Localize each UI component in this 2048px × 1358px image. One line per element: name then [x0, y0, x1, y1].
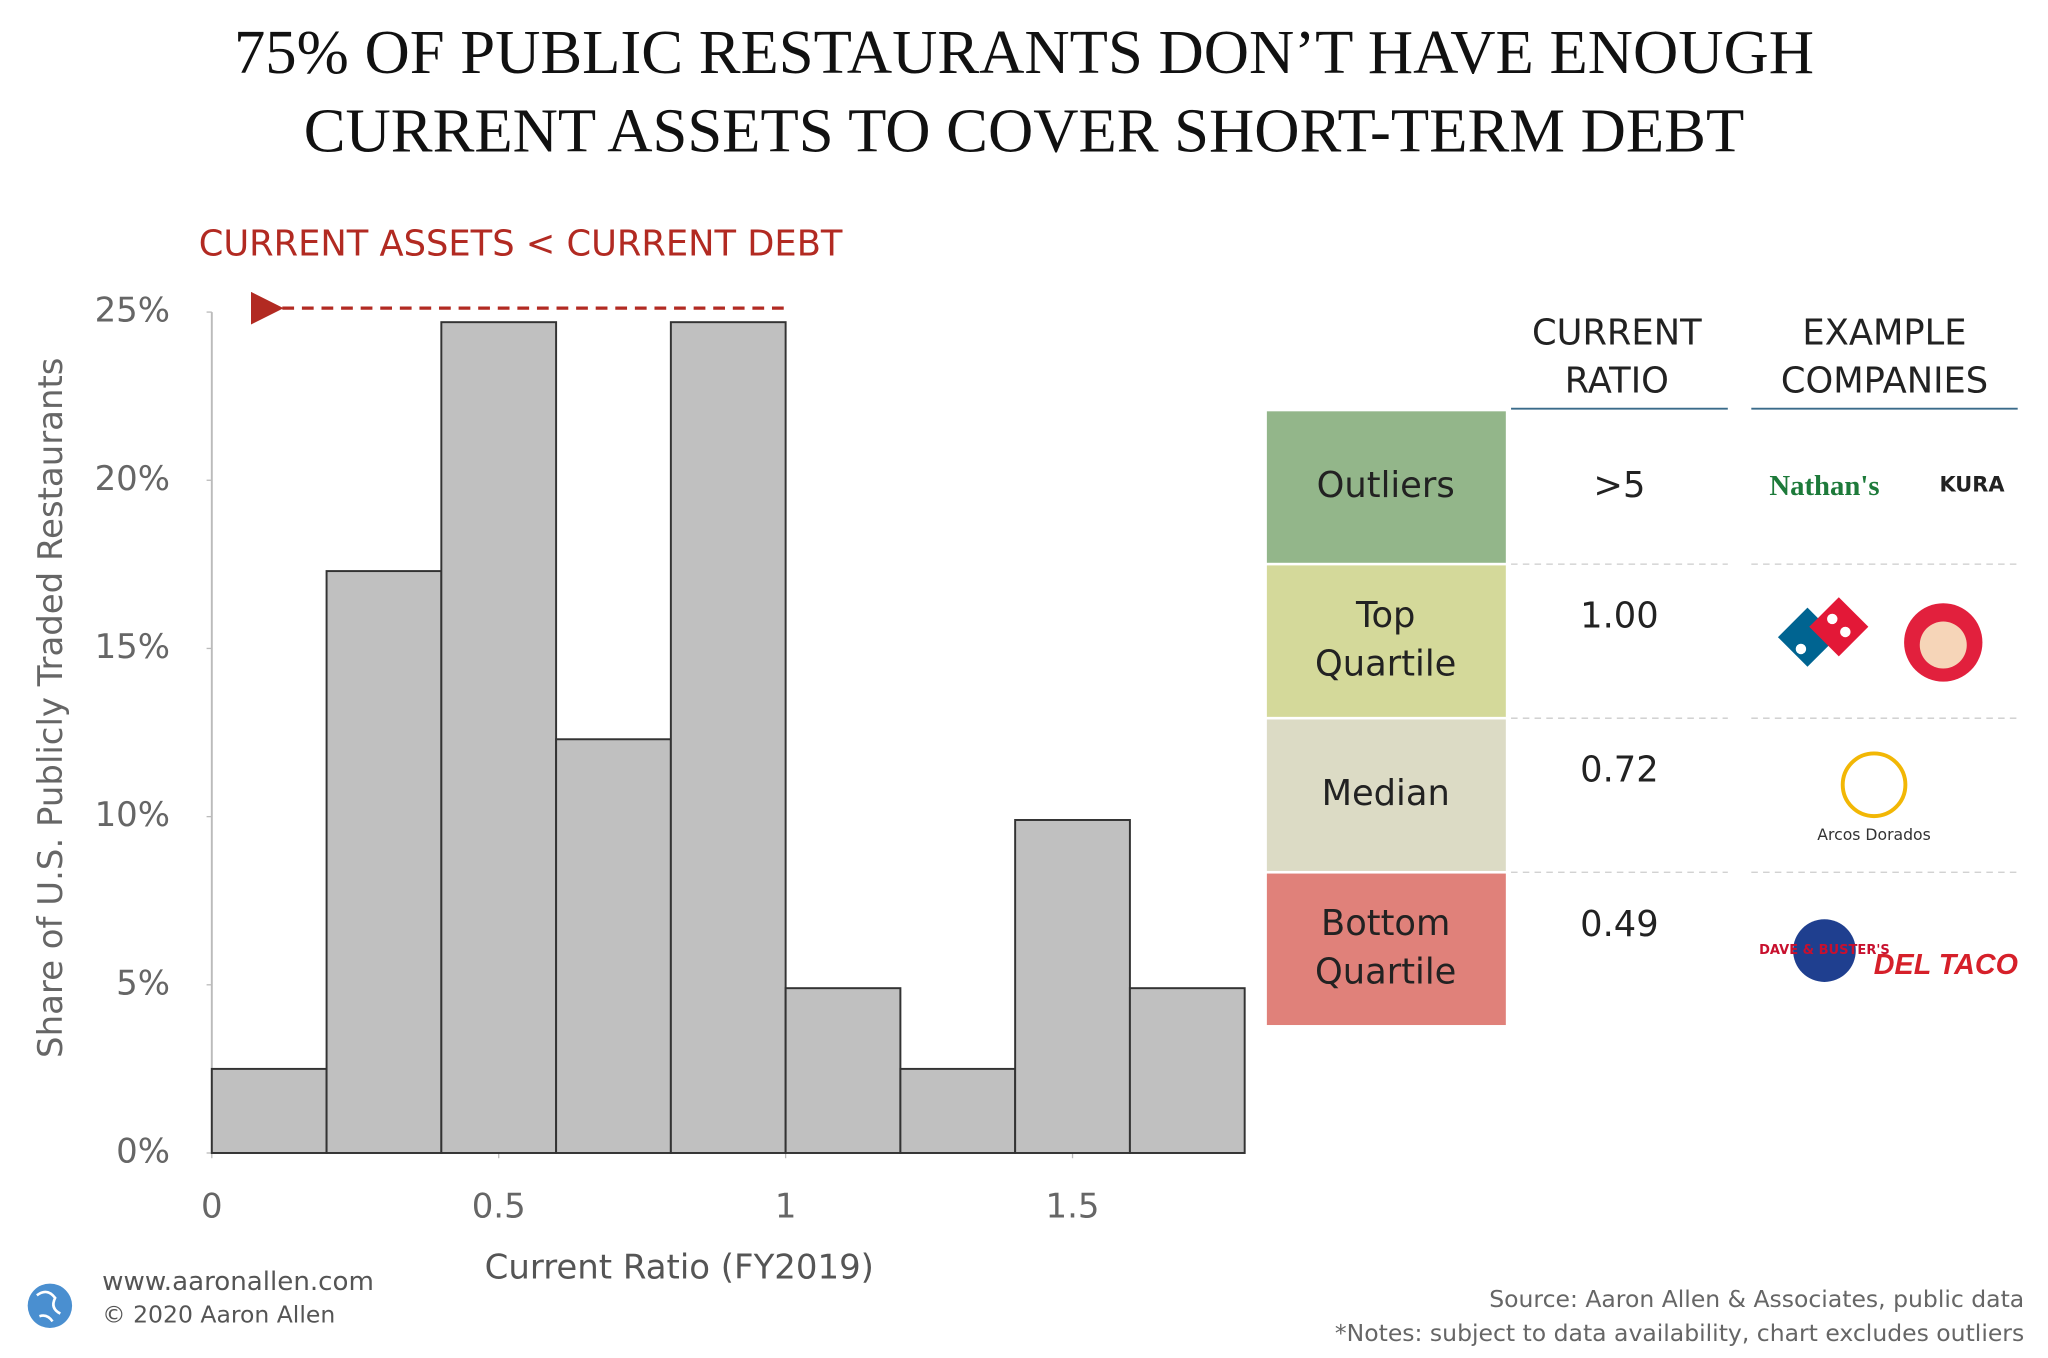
bar — [440, 321, 558, 1154]
tier-label: Outliers — [1317, 465, 1455, 506]
tier-cell — [1266, 565, 1506, 717]
chart-title: 75% OF PUBLIC RESTAURANTS DON’T HAVE ENO… — [234, 17, 1814, 87]
bar — [325, 570, 443, 1154]
bar — [784, 987, 902, 1154]
table-header: COMPANIES — [1781, 361, 1988, 402]
company-logo: KURA — [1939, 473, 2005, 497]
table-header: CURRENT — [1532, 312, 1702, 353]
y-tick-label: 10% — [95, 795, 170, 835]
bar — [210, 1067, 328, 1154]
table-header: EXAMPLE — [1802, 312, 1966, 353]
bar — [899, 1067, 1017, 1154]
arcos-logo — [1840, 751, 1908, 819]
y-tick-label: 20% — [95, 459, 170, 499]
notes: *Notes: subject to data availability, ch… — [1335, 1319, 2024, 1347]
y-axis-label: Share of U.S. Publicly Traded Restaurant… — [31, 358, 71, 1058]
source: Source: Aaron Allen & Associates, public… — [1489, 1285, 2024, 1313]
x-tick-label: 0 — [201, 1186, 223, 1226]
tier-label: Median — [1322, 773, 1450, 814]
copyright: © 2020 Aaron Allen — [102, 1301, 335, 1329]
company-logo: DEL TACO — [1874, 949, 2018, 981]
tier-label: Quartile — [1315, 643, 1456, 684]
dominos-logo — [1777, 597, 1869, 667]
y-tick-label: 15% — [95, 627, 170, 667]
annotation: CURRENT ASSETS < CURRENT DEBT — [199, 223, 843, 264]
dave-logo — [1793, 919, 1856, 982]
ratio-label: >5 — [1593, 465, 1645, 506]
x-tick-label: 1.5 — [1046, 1186, 1100, 1226]
ratio-label: 1.00 — [1580, 596, 1659, 637]
y-tick-label: 0% — [116, 1131, 170, 1171]
website: www.aaronallen.com — [102, 1267, 374, 1297]
tier-cell — [1266, 411, 1506, 563]
y-tick-label: 25% — [95, 291, 170, 331]
x-axis-label: Current Ratio (FY2019) — [485, 1248, 874, 1288]
company-logo: Nathan's — [1769, 470, 1879, 502]
tier-label: Bottom — [1321, 903, 1450, 944]
chart-title: CURRENT ASSETS TO COVER SHORT-TERM DEBT — [304, 95, 1744, 165]
ratio-label: 0.72 — [1580, 750, 1659, 791]
bar — [555, 738, 672, 1154]
bar — [1014, 819, 1131, 1154]
ratio-label: 0.49 — [1580, 904, 1659, 945]
tier-label: Top — [1355, 595, 1415, 636]
tier-cell — [1266, 719, 1506, 871]
bar — [669, 321, 787, 1154]
x-tick-label: 0.5 — [472, 1186, 526, 1226]
bar — [1128, 987, 1246, 1154]
tier-cell — [1266, 873, 1506, 1026]
wendys-logo — [1904, 603, 1983, 682]
tier-label: Quartile — [1315, 951, 1456, 992]
globe-icon — [27, 1283, 73, 1328]
table-header: RATIO — [1565, 361, 1669, 402]
company-logo: DAVE & BUSTER'S — [1759, 943, 1890, 958]
y-tick-label: 5% — [116, 963, 170, 1003]
x-tick-label: 1 — [775, 1186, 797, 1226]
company-logo: Arcos Dorados — [1817, 825, 1930, 844]
